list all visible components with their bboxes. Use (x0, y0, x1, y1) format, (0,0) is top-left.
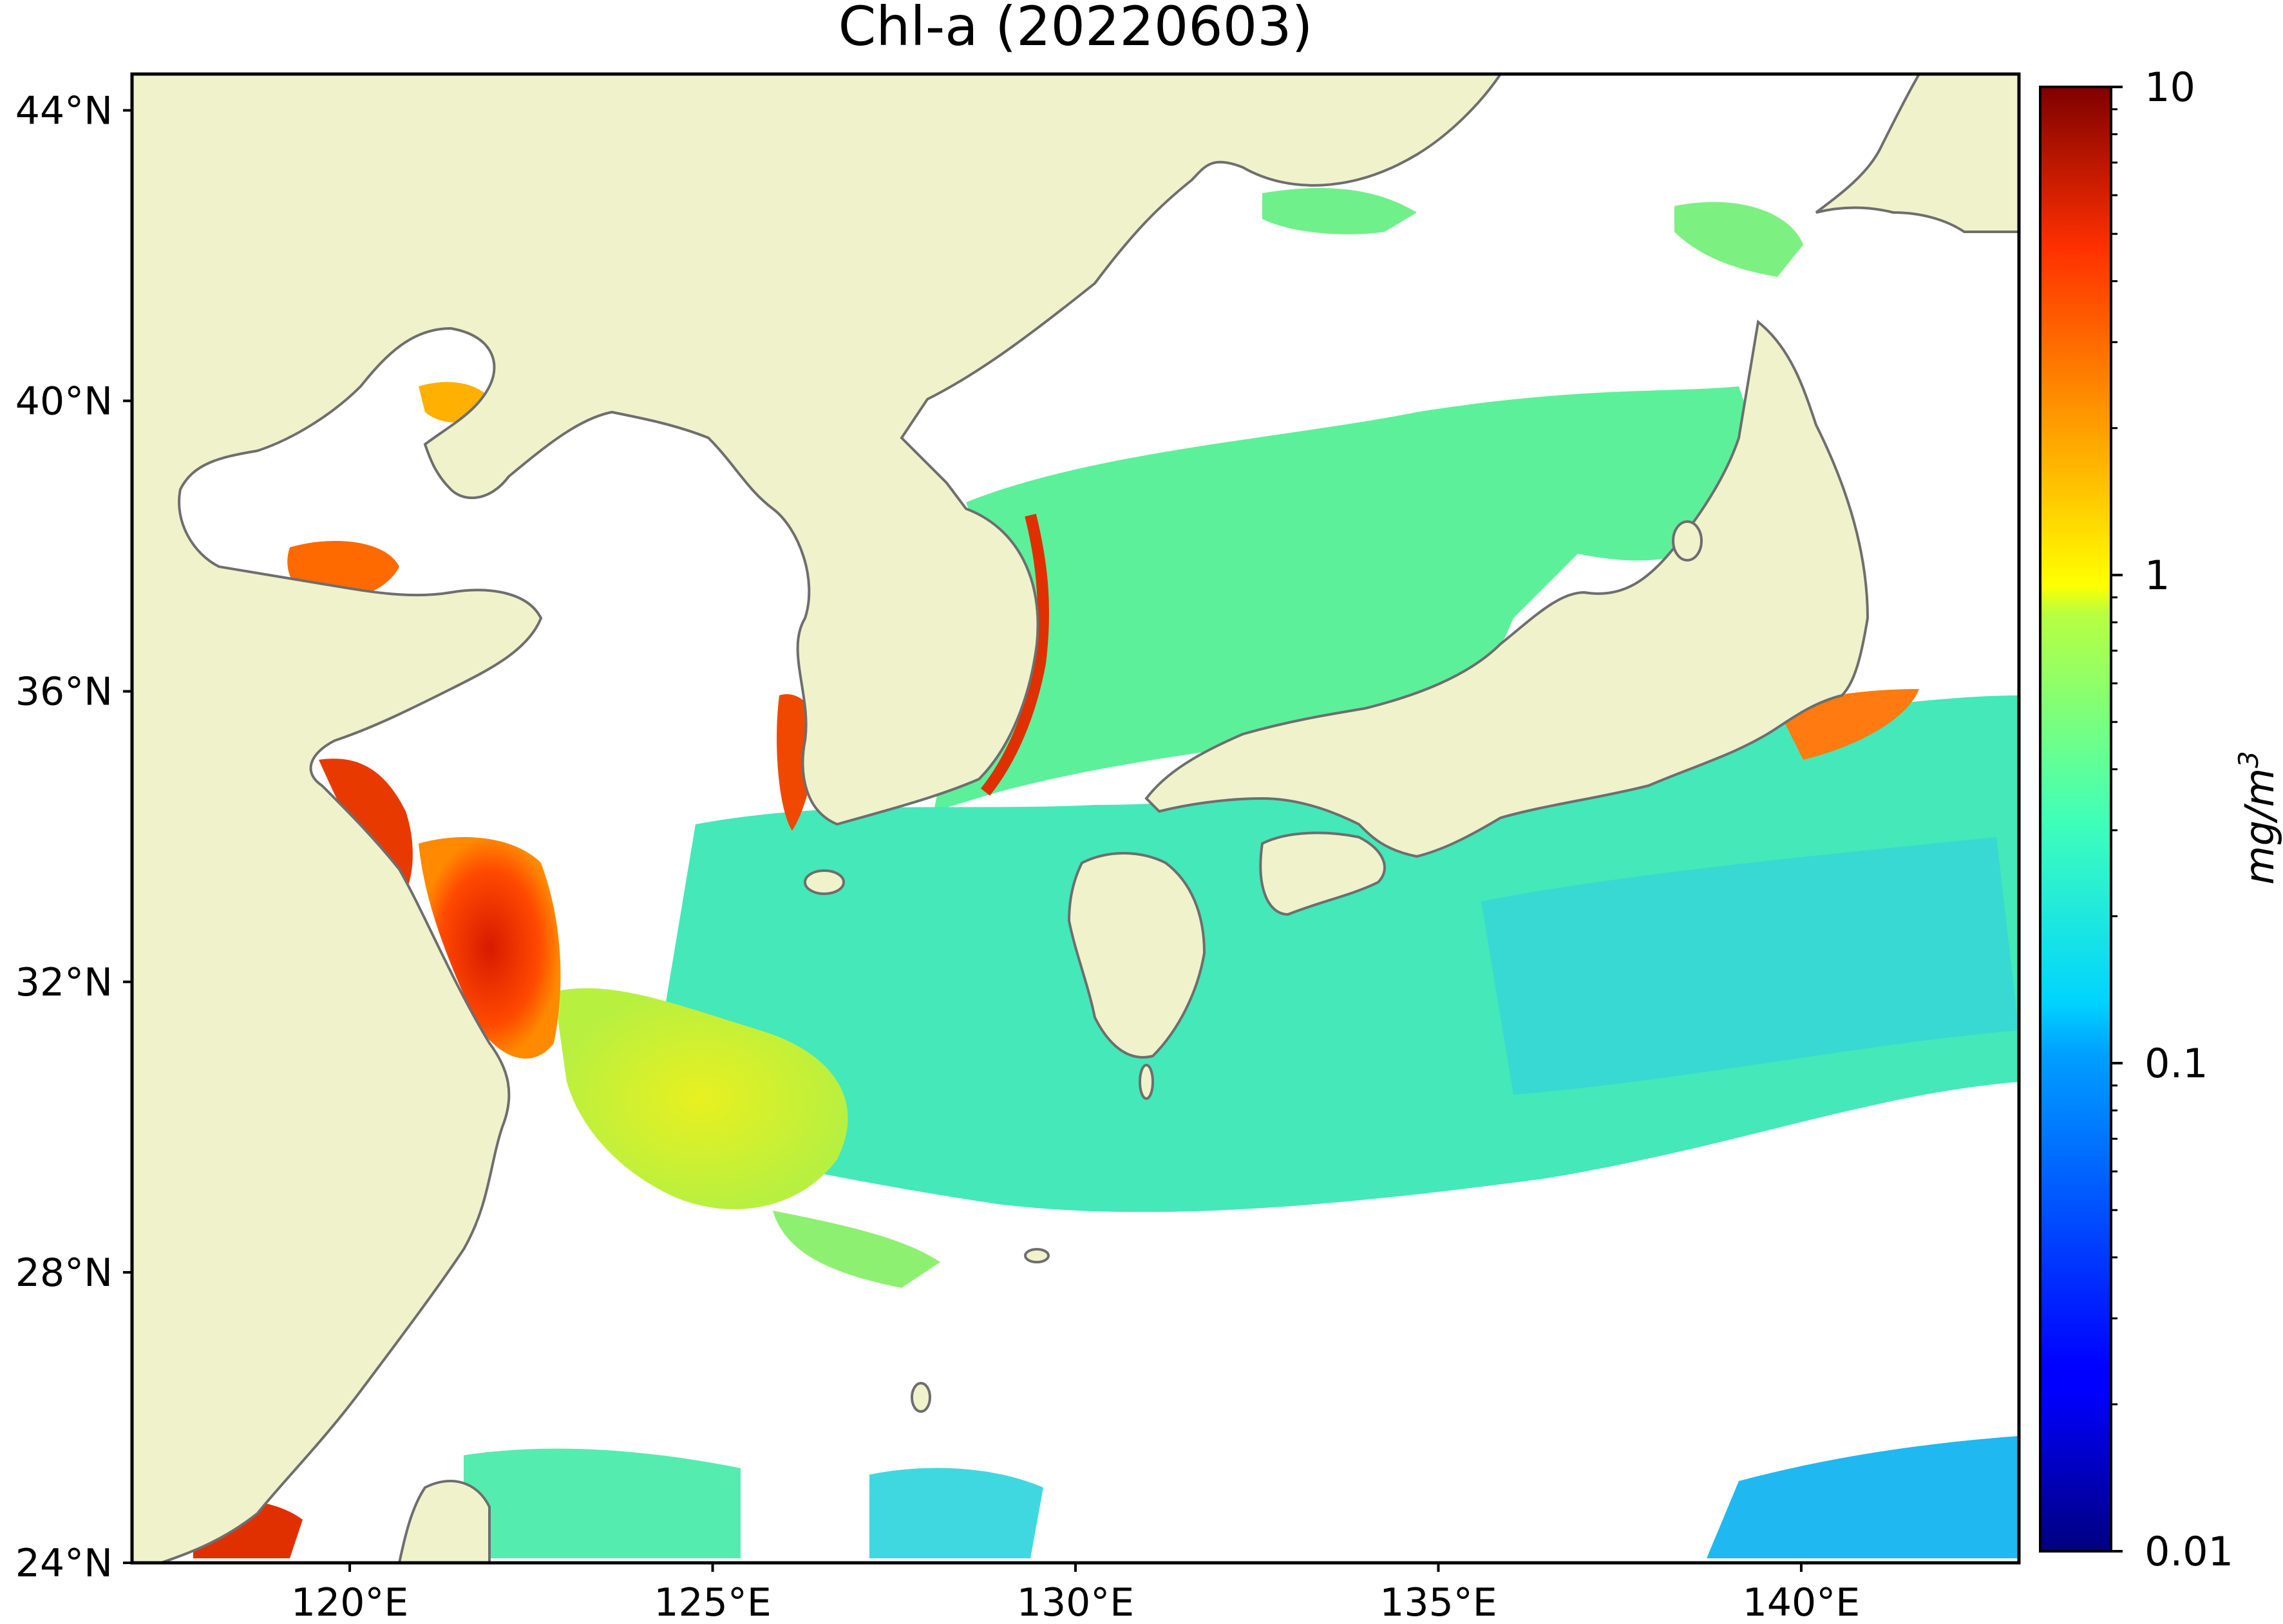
south-east-blue-patch (1707, 1436, 2019, 1558)
shikoku (1259, 831, 1386, 916)
pacific-blue-patch (1481, 837, 2019, 1095)
okinawa-island (911, 1382, 931, 1413)
colorbar: 10 1 0.1 0.01 mg/m3 (2039, 64, 2283, 1575)
korea-east-coast-plume (980, 513, 1049, 796)
taiwan (397, 1480, 491, 1563)
colorbar-unit-label: mg/m3 (2233, 751, 2283, 885)
land-masses (132, 74, 2019, 1563)
colorbar-ticks: 10 1 0.1 0.01 (2111, 64, 2233, 1575)
colorbar-tick-label: 0.01 (2145, 1528, 2233, 1575)
north-sea-of-japan-patches (1262, 187, 1417, 234)
sado-island (1672, 520, 1703, 562)
lon-tick-label: 125°E (654, 1580, 771, 1624)
longitude-axis: 120°E 125°E 130°E 135°E 140°E (291, 1563, 1860, 1624)
tanegashima-island (1139, 1064, 1154, 1100)
honshu (1144, 319, 1870, 858)
north-sea-of-japan-patches-2 (1674, 202, 1803, 277)
south-green-patch (464, 1448, 741, 1558)
chart-title: Chl-a (20220603) (838, 0, 1313, 58)
south-mid-blue-patch (869, 1468, 1043, 1558)
lat-tick-label: 28°N (15, 1251, 113, 1296)
lat-tick-label: 24°N (15, 1541, 113, 1586)
east-china-sea-chl-region (554, 988, 848, 1209)
yangtze-plume (419, 837, 561, 1059)
lat-tick-label: 40°N (15, 379, 113, 424)
lat-tick-label: 36°N (15, 670, 113, 715)
jeju-island (804, 869, 845, 895)
kyushu (1067, 852, 1206, 1059)
chlorophyll-field (193, 187, 2019, 1558)
lon-tick-label: 140°E (1743, 1580, 1860, 1624)
colorbar-tick-label: 0.1 (2145, 1040, 2208, 1087)
east-sea-chl-region (934, 386, 1777, 811)
colorbar-tick-label: 1 (2145, 552, 2170, 599)
asia-mainland (132, 74, 1502, 1563)
colorbar-tick-label: 10 (2145, 64, 2195, 111)
lat-tick-label: 44°N (15, 88, 113, 133)
amami-island (1024, 1248, 1050, 1263)
pacific-chl-band (644, 695, 2019, 1213)
map-area (132, 74, 2019, 1563)
lon-tick-label: 130°E (1017, 1580, 1134, 1624)
hokkaido (1815, 74, 2019, 233)
colorbar-frame (2039, 86, 2112, 1553)
lat-tick-label: 32°N (15, 960, 113, 1005)
colorbar-gradient (2040, 87, 2111, 1551)
east-china-sea-green (773, 1211, 940, 1288)
latitude-axis: 44°N 40°N 36°N 32°N 28°N 24°N (15, 88, 132, 1586)
lon-tick-label: 120°E (291, 1580, 408, 1624)
lon-tick-label: 135°E (1379, 1580, 1497, 1624)
